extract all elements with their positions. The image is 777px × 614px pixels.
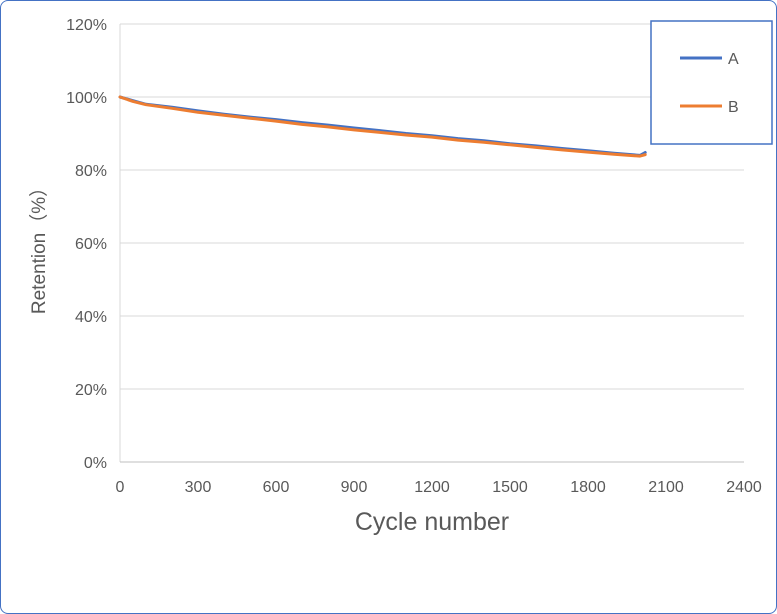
x-axis-title: Cycle number [355, 508, 509, 536]
y-tick-label: 60% [75, 236, 107, 253]
y-tick-label: 20% [75, 382, 107, 399]
y-axis-title: Retention（%） [28, 178, 50, 314]
y-tick-labels: 0% 20% 40% 60% 80% 100% 120% [66, 17, 107, 472]
series-lines [118, 95, 647, 158]
legend: A B [650, 20, 773, 145]
x-tick-label: 300 [185, 479, 212, 496]
series-line-b [118, 95, 647, 158]
legend-box [650, 20, 773, 145]
x-tick-label: 1200 [414, 479, 450, 496]
x-tick-label: 1800 [570, 479, 606, 496]
x-tick-label: 1500 [492, 479, 528, 496]
y-tick-label: 40% [75, 309, 107, 326]
y-tick-label: 120% [66, 17, 107, 34]
x-tick-label: 900 [341, 479, 368, 496]
y-tick-label: 0% [84, 455, 107, 472]
x-tick-label: 2400 [726, 479, 762, 496]
x-tick-labels: 0 300 600 900 1200 1500 1800 2100 2400 [116, 479, 762, 496]
x-tick-label: 2100 [648, 479, 684, 496]
x-tick-label: 600 [263, 479, 290, 496]
gridlines [120, 23, 744, 390]
series-line-a [118, 95, 647, 157]
y-tick-label: 80% [75, 163, 107, 180]
legend-label-a: A [728, 51, 739, 68]
x-tick-label: 0 [116, 479, 125, 496]
legend-label-b: B [728, 99, 739, 116]
y-tick-label: 100% [66, 90, 107, 107]
